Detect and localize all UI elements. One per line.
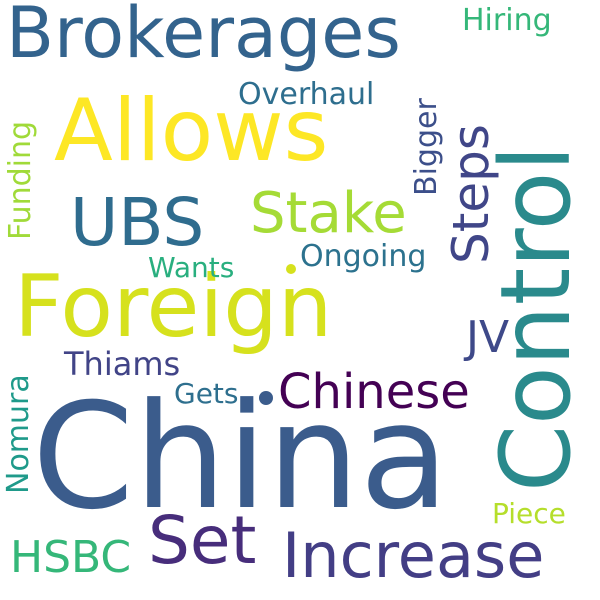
word-china: China <box>32 372 450 542</box>
word-bigger: Bigger <box>409 98 444 196</box>
word-chinese: Chinese <box>278 364 470 420</box>
word-steps: Steps <box>442 124 500 264</box>
blue-dot <box>259 391 273 405</box>
word-thiams: Thiams <box>64 345 181 383</box>
word-hsbc: HSBC <box>10 532 132 583</box>
word-ubs: UBS <box>70 184 205 261</box>
yellow-dot <box>286 264 296 274</box>
word-gets: Gets <box>174 377 239 410</box>
word-nomura: Nomura <box>1 374 36 494</box>
word-foreign: Foreign <box>14 257 333 357</box>
word-set: Set <box>148 502 257 579</box>
word-wants: Wants <box>148 251 235 284</box>
word-allows: Allows <box>54 81 329 181</box>
word-jv: JV <box>466 312 510 363</box>
word-hiring: Hiring <box>462 3 552 38</box>
word-piece: Piece <box>492 497 566 530</box>
word-brokerages: Brokerages <box>6 0 401 74</box>
word-funding: Funding <box>3 120 38 240</box>
word-overhaul: Overhaul <box>238 77 375 112</box>
word-ongoing: Ongoing <box>300 239 427 274</box>
word-stake: Stake <box>250 181 407 246</box>
word-increase: Increase <box>282 519 545 592</box>
